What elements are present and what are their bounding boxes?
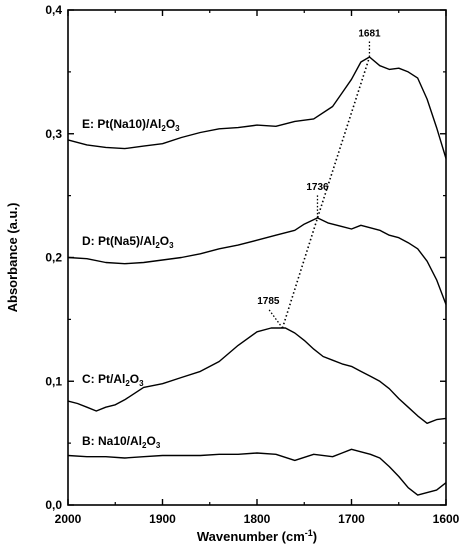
x-tick-label: 1600 xyxy=(433,512,460,526)
series-label-e: E: Pt(Na10)/Al2O3 xyxy=(82,117,180,133)
y-tick-label: 0,0 xyxy=(45,498,62,512)
x-tick-label: 1900 xyxy=(149,512,176,526)
peak-label-1681: 1681 xyxy=(358,28,381,39)
y-tick-label: 0,1 xyxy=(45,374,62,388)
series-label-b: B: Na10/Al2O3 xyxy=(82,434,161,450)
plot-area xyxy=(67,56,447,496)
peak-label-1785: 1785 xyxy=(257,296,280,307)
series-line-e xyxy=(67,56,447,159)
peak-annotations: 1681 1736 1785 xyxy=(257,28,381,329)
peak-leader-1785 xyxy=(267,308,284,329)
y-axis-title: Absorbance (a.u.) xyxy=(5,203,20,313)
y-tick-label: 0,4 xyxy=(45,3,62,17)
peak-label-1736: 1736 xyxy=(306,182,329,193)
x-tick-label: 2000 xyxy=(55,512,82,526)
x-axis-title: Wavenumber (cm-1) xyxy=(197,528,317,544)
series-line-c xyxy=(67,327,447,424)
series-label-d: D: Pt(Na5)/Al2O3 xyxy=(82,234,174,250)
series-line-b xyxy=(67,448,447,496)
x-tick-label: 1700 xyxy=(338,512,365,526)
series-label-c: C: Pt/Al2O3 xyxy=(82,372,144,388)
series-line-d xyxy=(67,217,447,305)
y-tick-label: 0,3 xyxy=(45,127,62,141)
peak-trend-line xyxy=(281,56,371,329)
plot-frame xyxy=(67,9,447,506)
series-labels: E: Pt(Na10)/Al2O3 D: Pt(Na5)/Al2O3 C: Pt/A… xyxy=(82,117,180,450)
axes: 2000 1900 1800 1700 1600 0,0 0,1 0,2 0,3 0,4 Waven… xyxy=(5,3,460,544)
y-tick-label: 0,2 xyxy=(45,251,62,265)
x-tick-label: 1800 xyxy=(244,512,271,526)
